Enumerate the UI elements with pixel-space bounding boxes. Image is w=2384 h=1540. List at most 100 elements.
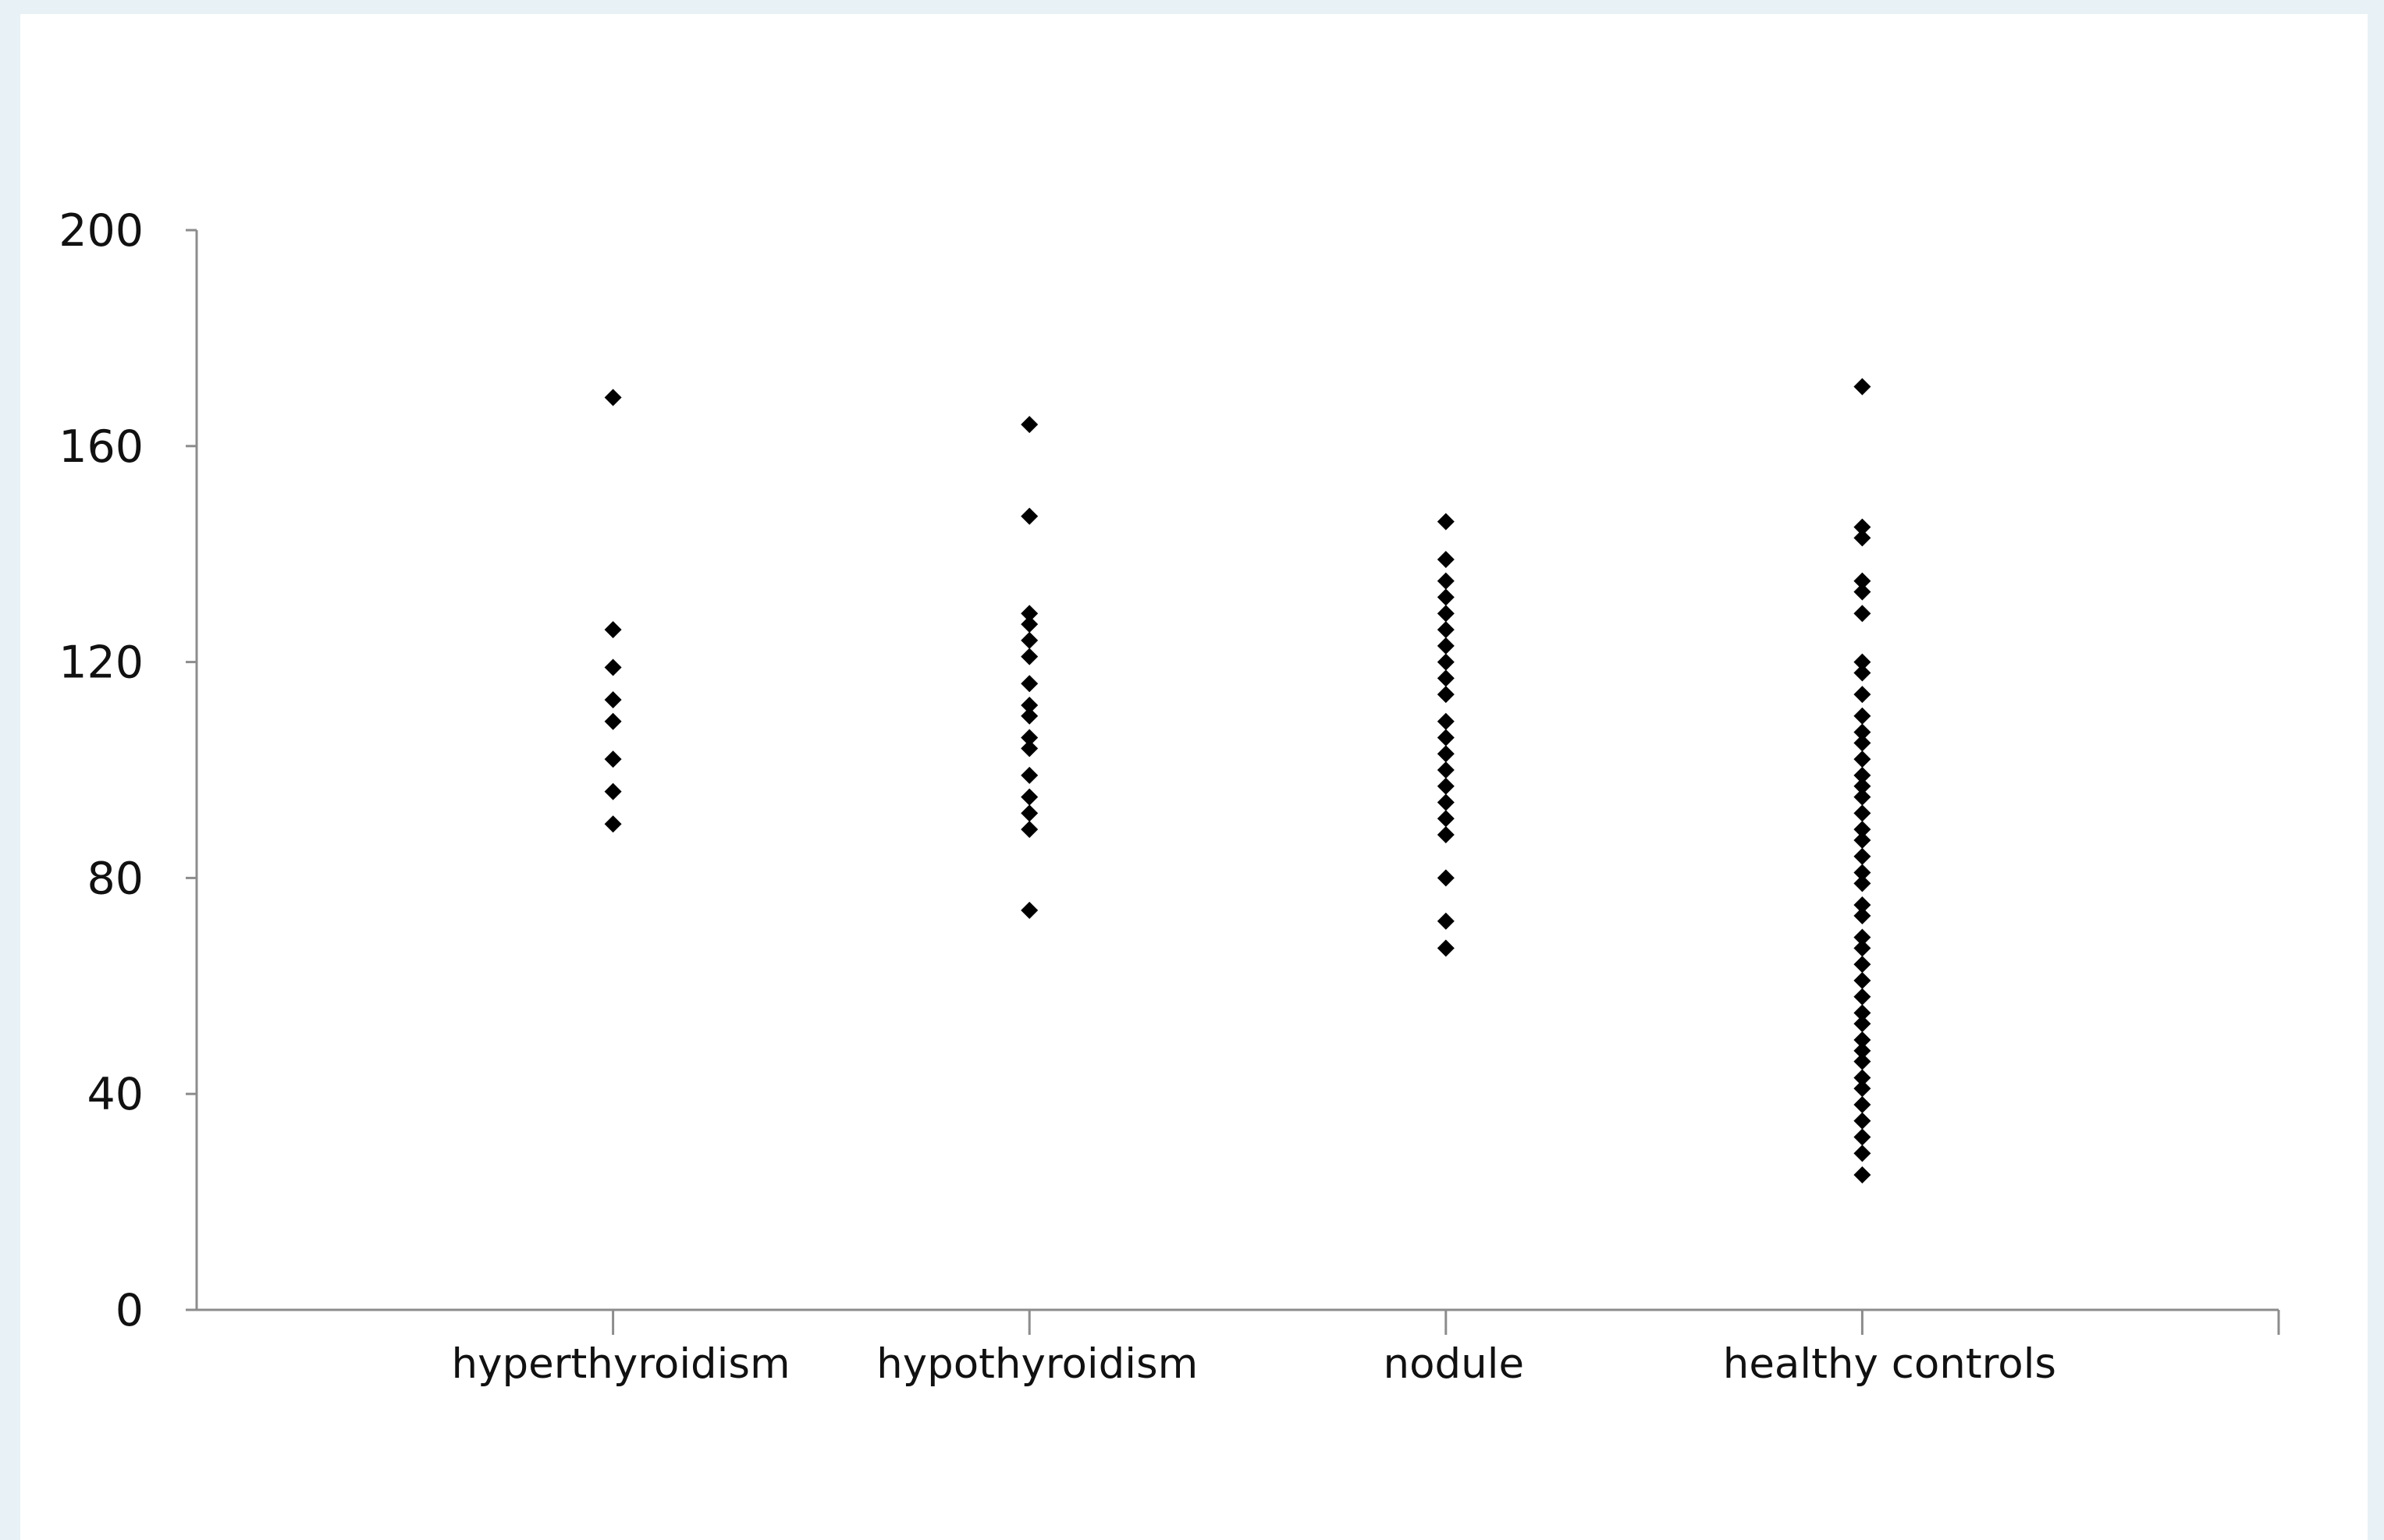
data-point bbox=[1853, 518, 1871, 536]
data-point bbox=[1437, 712, 1455, 730]
chart-panel bbox=[20, 14, 2368, 1540]
data-point bbox=[1021, 696, 1039, 714]
data-point bbox=[1437, 761, 1455, 779]
data-point bbox=[1853, 1112, 1871, 1130]
data-point bbox=[1021, 616, 1039, 633]
data-point bbox=[1853, 723, 1871, 741]
data-point bbox=[1021, 631, 1039, 649]
data-point bbox=[1437, 551, 1455, 569]
data-point bbox=[1437, 637, 1455, 655]
data-point bbox=[1853, 875, 1871, 892]
data-point bbox=[1853, 1166, 1871, 1183]
data-point bbox=[1853, 734, 1871, 752]
data-point bbox=[1853, 1128, 1871, 1146]
data-point bbox=[1853, 788, 1871, 806]
data-point bbox=[1853, 1004, 1871, 1022]
data-point bbox=[1021, 788, 1039, 806]
data-point bbox=[1437, 572, 1455, 590]
data-point bbox=[1853, 572, 1871, 590]
data-point bbox=[1853, 750, 1871, 768]
data-point bbox=[604, 389, 622, 406]
x-category-label: hypothyroidism bbox=[876, 1340, 1198, 1388]
y-tick-label: 80 bbox=[87, 853, 144, 904]
data-point bbox=[604, 750, 622, 768]
data-point bbox=[1853, 605, 1871, 623]
data-point bbox=[604, 658, 622, 676]
y-tick-label: 40 bbox=[87, 1069, 144, 1120]
data-point bbox=[1437, 513, 1455, 530]
x-category-label: healthy controls bbox=[1723, 1340, 2056, 1388]
data-point bbox=[1853, 864, 1871, 882]
data-point bbox=[1853, 1069, 1871, 1087]
x-category-label: nodule bbox=[1384, 1340, 1525, 1388]
data-point bbox=[604, 782, 622, 800]
data-point bbox=[1853, 1080, 1871, 1098]
data-point bbox=[1853, 928, 1871, 946]
data-points bbox=[604, 378, 1871, 1183]
data-point bbox=[1021, 416, 1039, 434]
data-point bbox=[1021, 766, 1039, 784]
data-point bbox=[1853, 1144, 1871, 1162]
data-point bbox=[1021, 901, 1039, 919]
data-point bbox=[1853, 686, 1871, 704]
data-point bbox=[1853, 583, 1871, 601]
x-category-label: hyperthyroidism bbox=[452, 1340, 791, 1388]
data-point bbox=[1853, 664, 1871, 682]
data-point bbox=[1853, 939, 1871, 957]
data-point bbox=[1437, 588, 1455, 606]
data-point bbox=[1021, 648, 1039, 665]
y-tick-label: 200 bbox=[59, 205, 144, 257]
data-point bbox=[1853, 821, 1871, 839]
data-point bbox=[1853, 1015, 1871, 1033]
data-point bbox=[1437, 605, 1455, 623]
data-point bbox=[1853, 653, 1871, 671]
data-point bbox=[1437, 669, 1455, 687]
data-point bbox=[1853, 777, 1871, 795]
data-point bbox=[1853, 378, 1871, 396]
data-point bbox=[1021, 821, 1039, 839]
data-point bbox=[1853, 907, 1871, 924]
data-point bbox=[1853, 1031, 1871, 1049]
data-point bbox=[604, 815, 622, 833]
data-point bbox=[604, 621, 622, 639]
y-axis-ticks: 0 40 80 120 160 200 bbox=[59, 205, 197, 1336]
data-point bbox=[1853, 971, 1871, 989]
data-point bbox=[1021, 605, 1039, 623]
data-point bbox=[1021, 740, 1039, 758]
data-point bbox=[1853, 1052, 1871, 1070]
data-point bbox=[1437, 869, 1455, 887]
data-point bbox=[1853, 1041, 1871, 1059]
data-point bbox=[1437, 777, 1455, 795]
data-point bbox=[1021, 707, 1039, 725]
data-point bbox=[1853, 707, 1871, 725]
data-point bbox=[1021, 675, 1039, 693]
y-tick-label: 0 bbox=[115, 1285, 144, 1336]
data-point bbox=[1853, 847, 1871, 865]
data-point bbox=[1021, 804, 1039, 822]
data-point bbox=[1853, 766, 1871, 784]
y-tick-label: 160 bbox=[59, 421, 144, 473]
x-axis-ticks: hyperthyroidism hypothyroidism nodule healt… bbox=[452, 1310, 2280, 1388]
data-point bbox=[1853, 529, 1871, 547]
data-point bbox=[604, 712, 622, 730]
data-point bbox=[1437, 686, 1455, 704]
data-point bbox=[1853, 896, 1871, 914]
data-point bbox=[1853, 831, 1871, 849]
data-point bbox=[1437, 729, 1455, 747]
data-point bbox=[1437, 939, 1455, 957]
data-point bbox=[1853, 804, 1871, 822]
data-point bbox=[1437, 826, 1455, 844]
data-point bbox=[1853, 988, 1871, 1006]
data-point bbox=[1021, 507, 1039, 525]
y-tick-label: 120 bbox=[59, 637, 144, 689]
data-point bbox=[1021, 729, 1039, 747]
data-point bbox=[1853, 1096, 1871, 1114]
data-point bbox=[1437, 745, 1455, 763]
data-point bbox=[1437, 793, 1455, 811]
data-point bbox=[1437, 810, 1455, 828]
data-point bbox=[1853, 956, 1871, 974]
data-point bbox=[1437, 912, 1455, 930]
axes bbox=[195, 230, 2279, 1311]
